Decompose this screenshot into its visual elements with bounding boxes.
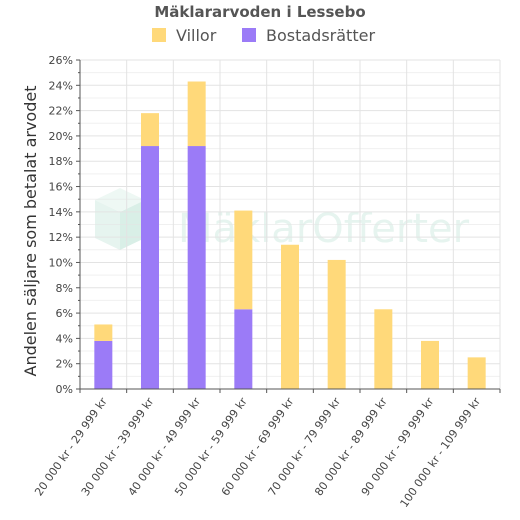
bar-villor-0[interactable] xyxy=(94,324,113,341)
bar-villor-2[interactable] xyxy=(187,81,206,147)
bar-bostadsr-tter-0[interactable] xyxy=(94,340,113,389)
bar-villor-1[interactable] xyxy=(141,113,159,147)
bar-bostadsr-tter-1[interactable] xyxy=(141,146,159,389)
y-tick-label-9: 18% xyxy=(49,155,73,168)
watermark-logo-icon xyxy=(95,188,145,250)
y-tick-label-7: 14% xyxy=(49,206,73,219)
y-tick-label-0: 0% xyxy=(56,383,73,396)
y-tick-label-10: 20% xyxy=(49,130,73,143)
legend-swatch-bostadsr-tter xyxy=(242,28,256,42)
bar-bostadsr-tter-3[interactable] xyxy=(234,309,253,389)
legend-swatch-villor xyxy=(152,28,166,42)
y-tick-label-11: 22% xyxy=(49,105,73,118)
bars xyxy=(94,81,486,389)
bar-villor-4[interactable] xyxy=(281,244,299,389)
y-tick-label-4: 8% xyxy=(56,282,73,295)
bar-villor-8[interactable] xyxy=(467,357,486,389)
watermark-text: MäklarOfferter xyxy=(178,206,470,252)
y-tick-label-6: 12% xyxy=(49,231,73,244)
y-tick-label-12: 24% xyxy=(49,79,73,92)
y-tick-label-13: 26% xyxy=(49,54,73,67)
legend[interactable]: Villor Bostadsrätter xyxy=(152,26,375,45)
bar-villor-5[interactable] xyxy=(327,259,346,389)
y-axis-label: Andelen säljare som betalat arvodet xyxy=(21,86,40,377)
bar-villor-7[interactable] xyxy=(421,340,439,389)
y-tick-label-3: 6% xyxy=(56,307,73,320)
y-tick-label-1: 2% xyxy=(56,358,73,371)
bar-bostadsr-tter-2[interactable] xyxy=(187,146,206,389)
bar-villor-3[interactable] xyxy=(234,210,253,310)
chart-title: Mäklararvoden i Lessebo xyxy=(154,3,365,21)
y-tick-label-2: 4% xyxy=(56,332,73,345)
y-tick-label-8: 16% xyxy=(49,181,73,194)
y-tick-label-5: 10% xyxy=(49,256,73,269)
legend-label-villor[interactable]: Villor xyxy=(176,26,217,45)
x-tick-label-8: 100 000 kr - 109 999 kr xyxy=(397,395,483,510)
legend-label-bostadsr-tter[interactable]: Bostadsrätter xyxy=(266,26,375,45)
bar-villor-6[interactable] xyxy=(374,309,393,389)
y-axis-ticks: 0% 2% 4% 6% 8% 10% 12% 14% 16% 18% 20% 22% 24% 26% xyxy=(49,54,80,396)
